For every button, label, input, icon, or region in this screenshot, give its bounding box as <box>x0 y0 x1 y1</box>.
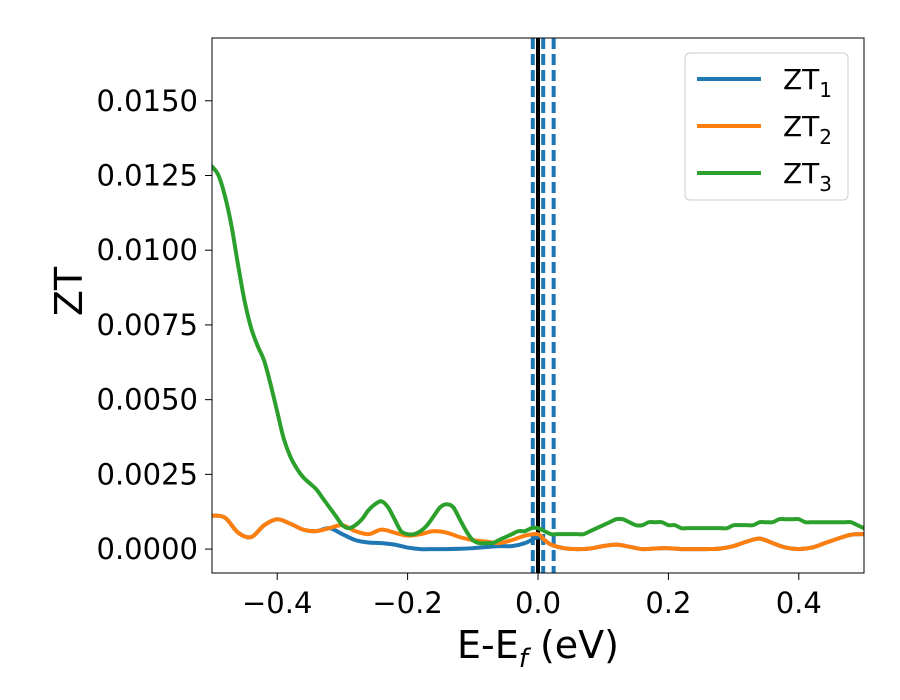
y-tick-label: 0.0050 <box>97 383 198 417</box>
legend-label-subscript: 3 <box>819 172 832 196</box>
y-tick-label: 0.0075 <box>97 308 198 342</box>
legend-label-base: ZT <box>783 110 820 143</box>
legend-label-subscript: 1 <box>819 78 832 102</box>
y-tick-label: 0.0100 <box>97 233 198 267</box>
legend-box <box>684 52 849 201</box>
y-tick-label: 0.0025 <box>97 457 198 491</box>
y-axis-ticks: 0.0000 0.0025 0.0050 0.0075 0.0100 0.0125 0.01… <box>97 84 212 566</box>
y-axis-title: ZT <box>47 266 91 316</box>
legend-label-zt3: ZT3 <box>783 157 832 196</box>
y-tick-label: 0.0150 <box>97 84 198 118</box>
legend-label-zt2: ZT2 <box>783 110 832 149</box>
x-axis-title: E-Ef (eV) <box>457 623 619 674</box>
legend-label-zt1: ZT1 <box>783 63 832 102</box>
x-tick-label: −0.2 <box>372 586 442 620</box>
y-tick-label: 0.0125 <box>97 158 198 192</box>
x-axis-title-base: E-E <box>457 623 519 667</box>
legend-label-subscript: 2 <box>819 125 832 149</box>
x-tick-label: 0.4 <box>776 586 822 620</box>
x-tick-label: 0.2 <box>645 586 691 620</box>
legend-label-base: ZT <box>783 63 820 96</box>
series-line-zt2 <box>212 513 864 552</box>
reference-lines <box>530 38 556 573</box>
x-axis-ticks: −0.4 −0.2 0.0 0.2 0.4 <box>242 573 822 620</box>
x-tick-label: −0.4 <box>242 586 312 620</box>
legend-label-base: ZT <box>783 157 820 190</box>
series-lines <box>212 164 864 552</box>
x-axis-title-rest: (eV) <box>528 623 619 667</box>
x-tick-label: 0.0 <box>515 586 561 620</box>
y-tick-label: 0.0000 <box>97 532 198 566</box>
series-line-zt3 <box>212 164 864 546</box>
